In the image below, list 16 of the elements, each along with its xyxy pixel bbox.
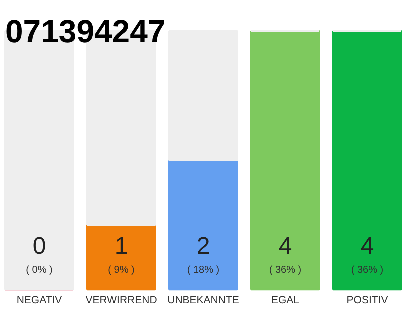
x-tick-label: UNBEKANNTE bbox=[168, 294, 240, 307]
x-tick-label: POSITIV bbox=[346, 294, 388, 307]
chart-title: 071394247 bbox=[6, 14, 166, 50]
x-tick-label: NEGATIV bbox=[16, 294, 62, 307]
x-tick-label: VERWIRREND bbox=[86, 294, 158, 307]
x-tick-label: EGAL bbox=[271, 294, 300, 307]
data-label: 0 bbox=[32, 233, 46, 260]
data-label: 1 bbox=[114, 233, 128, 260]
annotation: ( 9% ) bbox=[108, 265, 135, 276]
data-label: 4 bbox=[360, 233, 374, 260]
data-label: 4 bbox=[278, 233, 292, 260]
data-label: 2 bbox=[196, 233, 210, 260]
annotation: ( 36% ) bbox=[269, 265, 302, 276]
annotation: ( 36% ) bbox=[351, 265, 384, 276]
annotation: ( 0% ) bbox=[26, 265, 53, 276]
annotation: ( 18% ) bbox=[187, 265, 220, 276]
